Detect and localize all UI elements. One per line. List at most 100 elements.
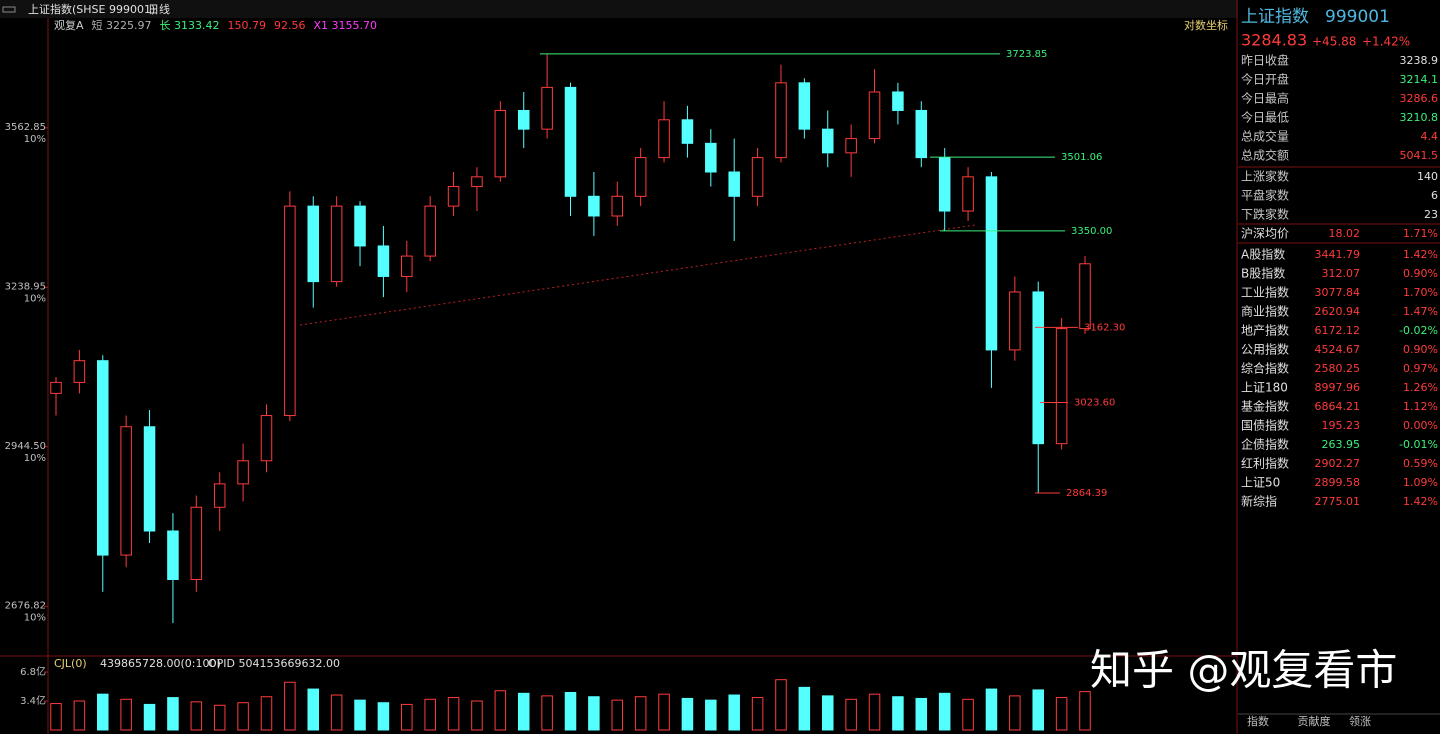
- breadth-value: 23: [1424, 208, 1438, 221]
- candle-body: [260, 415, 273, 462]
- window-icon: [2, 6, 16, 13]
- index-change: 1.47%: [1403, 305, 1438, 318]
- candle-body: [634, 157, 647, 197]
- candle-body: [658, 119, 670, 159]
- candle-body: [97, 360, 109, 556]
- scale-mode[interactable]: 对数坐标: [1184, 18, 1228, 32]
- title-bar: [0, 0, 1238, 18]
- period-selector[interactable]: 日线: [148, 2, 170, 16]
- candle-body: [190, 506, 203, 580]
- quote-change: +45.88: [1312, 35, 1356, 49]
- volume-bar: [705, 699, 717, 731]
- price-chart: 观复A 短 3225.97 长 3133.42 150.79 92.56 X1 3155.…: [5, 18, 1126, 623]
- candle-body: [330, 205, 343, 283]
- volume-bar: [354, 699, 366, 731]
- volume-bar: [190, 701, 203, 731]
- stat-value: 3238.9: [1400, 54, 1439, 67]
- index-name: 上证180: [1241, 381, 1288, 395]
- breadth-value: 140: [1417, 170, 1438, 183]
- index-name: 新综指: [1241, 494, 1277, 509]
- candle-body: [962, 176, 974, 212]
- candle-body: [354, 205, 366, 247]
- indicator-value: 短 3225.97: [92, 18, 152, 32]
- candle-body: [845, 138, 857, 154]
- volume-bar: [307, 688, 320, 731]
- panel-tab[interactable]: 指数: [1247, 714, 1269, 728]
- candle-body: [120, 426, 132, 556]
- candle-body: [377, 245, 390, 277]
- breadth-label: 下跌家数: [1241, 207, 1289, 222]
- index-value: 312.07: [1322, 267, 1361, 280]
- window-title: 上证指数(SHSE 999001): [28, 2, 155, 16]
- volume-bar: [50, 703, 62, 731]
- candle-body: [798, 82, 811, 130]
- index-name: A股指数: [1241, 247, 1285, 262]
- index-change: -0.02%: [1399, 324, 1438, 337]
- stat-value: 5041.5: [1400, 149, 1439, 162]
- level-label: 3023.60: [1074, 397, 1115, 408]
- candle-body: [915, 109, 928, 159]
- candle-body: [213, 483, 226, 508]
- index-name: B股指数: [1241, 266, 1285, 281]
- level-label: 3350.00: [1071, 226, 1112, 237]
- index-value: 2775.01: [1315, 495, 1361, 508]
- index-change: 0.59%: [1403, 457, 1438, 470]
- volume-bar: [424, 698, 436, 731]
- candle-body: [868, 91, 881, 140]
- candle-body: [50, 381, 62, 394]
- stat-value: 3286.6: [1400, 92, 1439, 105]
- volume-bar: [564, 691, 577, 731]
- watermark: 知乎 @观复看市: [1090, 646, 1397, 695]
- index-value: 4524.67: [1315, 343, 1361, 356]
- index-change: 1.42%: [1403, 495, 1438, 508]
- index-name: 上证50: [1241, 476, 1280, 490]
- index-change: 1.70%: [1403, 286, 1438, 299]
- stat-label: 总成交量: [1241, 129, 1289, 144]
- volume-bar: [213, 704, 226, 731]
- candle-body: [1079, 263, 1091, 330]
- index-value: 3077.84: [1315, 286, 1361, 299]
- volume-bar: [681, 697, 694, 731]
- volume-bar: [471, 700, 483, 731]
- volume-bar: [892, 696, 904, 731]
- breadth-value: 6: [1431, 189, 1438, 202]
- volume-bar: [120, 698, 132, 731]
- quote-code: 999001: [1325, 7, 1390, 27]
- panel-tab[interactable]: 贡献度: [1298, 714, 1331, 728]
- panel-tab[interactable]: 领涨: [1349, 715, 1371, 728]
- index-name: 地产指数: [1241, 323, 1289, 338]
- candle-body: [167, 530, 179, 580]
- index-change: 0.97%: [1403, 362, 1438, 375]
- volume-bar: [284, 681, 296, 731]
- level-label: 3162.30: [1084, 322, 1125, 333]
- index-value: 6864.21: [1315, 400, 1361, 413]
- candle-body: [1055, 328, 1068, 445]
- breadth-label: 平盘家数: [1241, 188, 1289, 203]
- quote-pct: +1.42%: [1362, 35, 1410, 49]
- volume-bar: [611, 699, 624, 731]
- y-tick-label: 2944.50: [5, 441, 46, 452]
- candle-body: [611, 195, 624, 217]
- candle-body: [517, 109, 530, 130]
- indicator-value: 观复A: [54, 18, 84, 32]
- volume-bar: [143, 703, 156, 731]
- volume-bar: [377, 702, 390, 731]
- y-tick-label: 3238.95: [5, 281, 46, 292]
- quote-price: 3284.83: [1241, 31, 1307, 50]
- volume-name: CJL(0): [54, 657, 87, 670]
- candle-body: [471, 176, 483, 188]
- index-name: 综合指数: [1241, 361, 1289, 376]
- volume-chart: CJL(0) 439865728.00(0:100)OPID 5041536696…: [20, 657, 1091, 731]
- volume-bar: [73, 700, 86, 731]
- index-value: 195.23: [1322, 419, 1361, 432]
- volume-bar: [401, 703, 413, 731]
- volume-bar: [517, 692, 530, 731]
- volume-opid: OPID 504153669632.00: [208, 657, 340, 670]
- volume-value: 439865728.00(0:100): [100, 657, 221, 670]
- volume-bar: [237, 702, 249, 731]
- stat-label: 今日最低: [1241, 110, 1289, 125]
- level-label: 2864.39: [1066, 488, 1107, 499]
- index-name: 基金指数: [1241, 399, 1289, 414]
- stat-label: 昨日收盘: [1241, 53, 1289, 68]
